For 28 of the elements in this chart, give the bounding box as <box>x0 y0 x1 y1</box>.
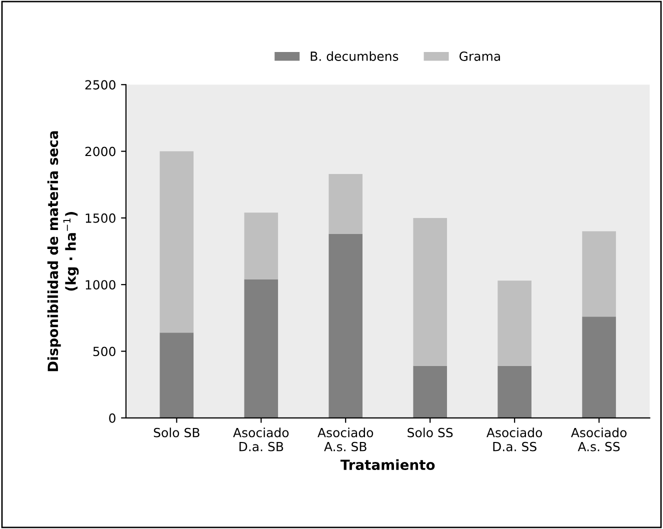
y-tick-label: 500 <box>93 346 116 356</box>
x-tick-label: Solo SB <box>154 428 200 438</box>
x-tick-label: Asociado D.a. SS <box>486 428 542 452</box>
x-axis-title: Tratamiento <box>340 459 435 470</box>
y-tick-label: 1000 <box>86 280 116 290</box>
bar <box>582 231 616 317</box>
bar <box>160 151 194 333</box>
y-tick-label: 2500 <box>85 80 116 90</box>
bar <box>498 366 532 418</box>
y-tick-label: 0 <box>109 413 116 423</box>
x-tick-label: Asociado A.s. SB <box>318 428 374 452</box>
bar <box>582 316 616 418</box>
legend-label: B. decumbens <box>310 51 398 61</box>
x-tick-label: Asociado A.s. SS <box>571 428 627 452</box>
bar <box>328 234 363 418</box>
bar <box>160 332 194 418</box>
legend-label: Grama <box>459 52 500 61</box>
bar <box>244 279 278 418</box>
y-tick-label: 2000 <box>85 146 116 156</box>
x-tick-label: Solo SS <box>408 428 453 438</box>
bar <box>498 280 532 366</box>
bar <box>413 218 447 366</box>
bar <box>413 366 447 418</box>
bar <box>244 212 278 280</box>
y-tick-label: 1500 <box>86 213 116 223</box>
x-tick-label: Asociado D.a. SB <box>233 428 289 452</box>
bar <box>328 174 363 234</box>
y-axis-title: Disponibilidad de materia seca (kg · ha$^{−1}$) <box>47 131 79 372</box>
